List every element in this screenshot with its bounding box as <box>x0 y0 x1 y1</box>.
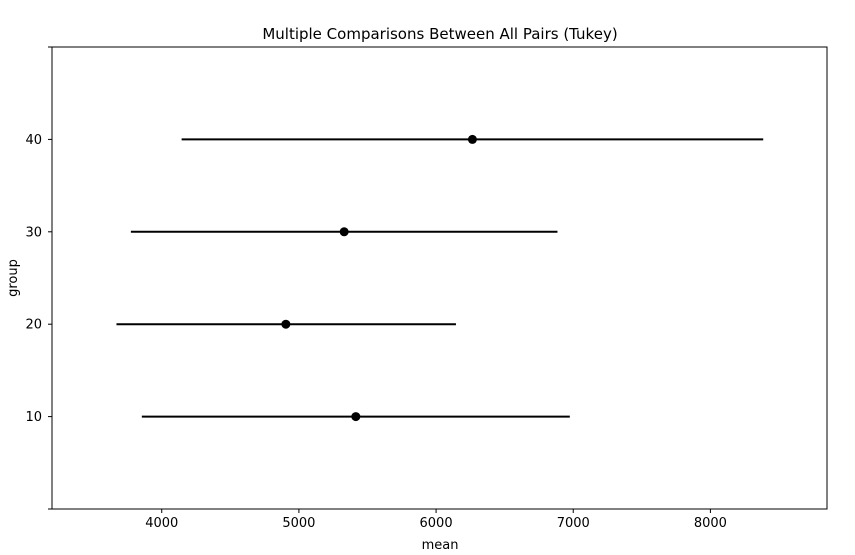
chart-title: Multiple Comparisons Between All Pairs (… <box>262 25 617 43</box>
y-tick-label: 40 <box>25 133 42 148</box>
x-tick-label: 7000 <box>557 516 590 531</box>
mean-point-group-40 <box>467 134 477 144</box>
x-tick-label: 8000 <box>694 516 727 531</box>
y-tick-label: 10 <box>25 410 42 425</box>
y-tick-label: 30 <box>25 225 42 240</box>
x-tick-label: 4000 <box>145 516 178 531</box>
y-axis-label: group <box>6 259 21 297</box>
x-axis-label: mean <box>422 538 459 553</box>
mean-point-group-20 <box>281 319 291 329</box>
mean-point-group-30 <box>339 227 349 237</box>
y-tick-label: 20 <box>25 318 42 333</box>
plot-frame <box>51 46 828 510</box>
plot-area: 4000 5000 6000 7000 8000 10 20 30 40 <box>25 46 828 531</box>
x-tick-label: 6000 <box>420 516 453 531</box>
mean-point-group-10 <box>351 412 361 422</box>
x-tick-label: 5000 <box>282 516 315 531</box>
